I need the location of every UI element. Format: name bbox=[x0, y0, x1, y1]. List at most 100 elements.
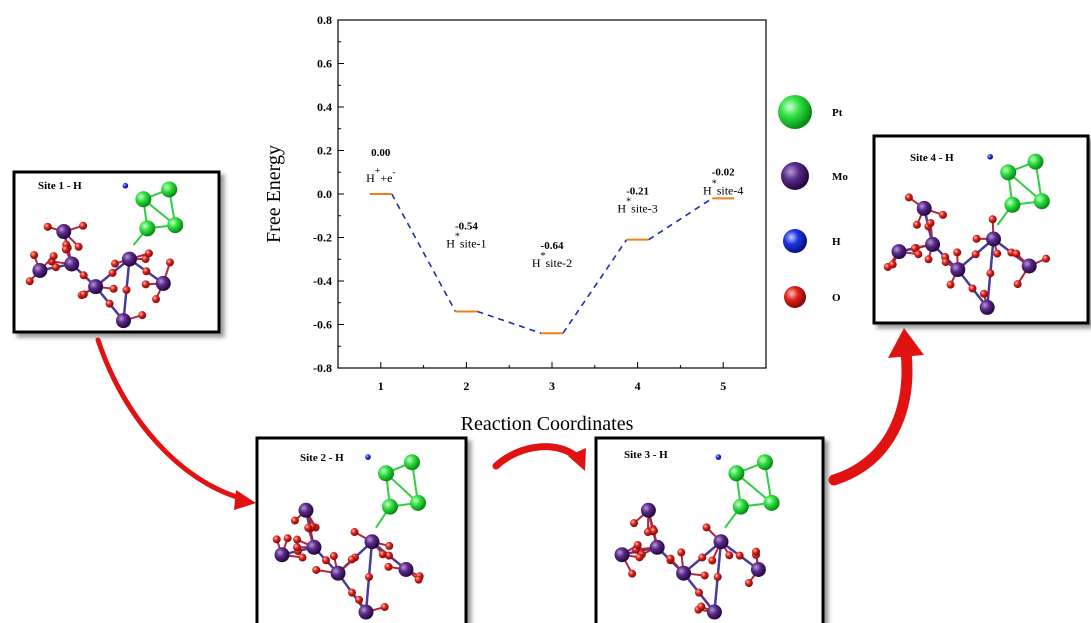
o-atom bbox=[941, 258, 950, 267]
mo-atom bbox=[676, 565, 692, 581]
pt-atom bbox=[732, 498, 749, 515]
legend-label-mo: Mo bbox=[832, 171, 848, 183]
o-atom bbox=[109, 284, 118, 293]
mo-atom bbox=[306, 539, 322, 555]
site-3-structure bbox=[614, 454, 780, 620]
pt-atom bbox=[135, 191, 152, 208]
o-atom bbox=[122, 285, 131, 294]
y-tick-label: -0.8 bbox=[313, 361, 332, 375]
y-axis-title: Free Energy bbox=[263, 145, 285, 243]
x-tick-label: 3 bbox=[549, 379, 555, 393]
site-2-panel: Site 2 - H bbox=[255, 436, 468, 623]
energy-connector bbox=[477, 310, 542, 334]
o-atom bbox=[643, 527, 652, 536]
state-label-main: H bbox=[366, 171, 375, 185]
o-atom bbox=[384, 562, 393, 571]
mo-atom bbox=[121, 251, 137, 267]
o-atom bbox=[628, 569, 637, 578]
site-3-panel: Site 3 - H bbox=[594, 436, 825, 623]
mo-atom bbox=[916, 200, 932, 216]
state-label: H*site-1 bbox=[446, 231, 486, 250]
o-atom bbox=[677, 548, 686, 557]
mo-atom bbox=[706, 604, 722, 620]
energy-connector bbox=[648, 197, 713, 241]
pt-atom bbox=[763, 494, 780, 511]
o-atom bbox=[312, 565, 321, 574]
energy-connector bbox=[562, 239, 628, 334]
transition-arrows bbox=[95, 328, 924, 510]
energy-connector bbox=[391, 193, 457, 312]
o-atom bbox=[946, 280, 955, 289]
o-atom bbox=[953, 248, 962, 257]
o-atom bbox=[329, 552, 338, 561]
energy-series: 0.00H++e--0.54H*site-1 -0.64H*site-2-0.21… bbox=[366, 147, 743, 335]
energy-value-label: -0.54 bbox=[455, 220, 478, 232]
o-atom bbox=[151, 295, 160, 304]
o-atom bbox=[144, 249, 153, 258]
o-atom bbox=[79, 271, 88, 280]
state-label: H++e- bbox=[366, 166, 395, 185]
o-atom bbox=[938, 210, 947, 219]
o-atom bbox=[698, 553, 707, 562]
o-atom bbox=[888, 260, 897, 269]
arrow-head-site2-to-site3 bbox=[568, 448, 586, 471]
mo-atom bbox=[274, 547, 290, 563]
energy-value-label: -0.02 bbox=[712, 166, 735, 178]
pt-atom bbox=[1033, 193, 1050, 210]
y-tick-label: 0.0 bbox=[317, 187, 332, 201]
o-atom bbox=[74, 242, 83, 251]
arrow-head-site3-to-site4 bbox=[888, 328, 924, 358]
o-atom bbox=[347, 555, 356, 564]
site-1-title: Site 1 - H bbox=[38, 180, 82, 192]
o-atom bbox=[914, 250, 923, 259]
state-label-tail-sup: - bbox=[393, 167, 396, 177]
mo-atom bbox=[364, 534, 380, 550]
o-atom bbox=[49, 252, 58, 261]
o-atom bbox=[141, 280, 150, 289]
o-atom bbox=[633, 540, 642, 549]
pt-atom bbox=[1000, 164, 1017, 181]
site-1-panel: Site 1 - H bbox=[12, 170, 221, 334]
arrow-site3-to-site4 bbox=[828, 346, 913, 486]
o-atom bbox=[385, 541, 394, 550]
o-atom bbox=[365, 572, 373, 581]
o-swatch bbox=[784, 286, 806, 308]
o-atom bbox=[111, 259, 120, 268]
h-atom bbox=[987, 154, 993, 160]
y-tick-label: -0.4 bbox=[313, 274, 332, 288]
pt-atom bbox=[161, 181, 178, 198]
pt-atom bbox=[728, 465, 745, 482]
h-atom bbox=[122, 182, 129, 189]
state-label-tail: site-2 bbox=[546, 256, 573, 270]
pt-swatch bbox=[778, 95, 812, 129]
state-label-tail: site-3 bbox=[631, 202, 658, 216]
free-energy-chart: 0.8 0.6 0.4 0.2 0.0 -0.2 -0.4 -0.6 -0.8 1 2 3 4 5 0.… bbox=[263, 13, 767, 435]
o-atom bbox=[1042, 254, 1051, 263]
o-atom bbox=[912, 220, 921, 229]
o-atom bbox=[904, 193, 913, 202]
x-axis-title: Reaction Coordinates bbox=[461, 413, 634, 435]
mo-atom bbox=[64, 256, 80, 272]
energy-value-label: 0.00 bbox=[371, 147, 391, 159]
h-swatch bbox=[783, 229, 807, 253]
mo-atom bbox=[32, 262, 48, 278]
arrow-site2-to-site3 bbox=[492, 443, 582, 470]
y-tick-label: 0.6 bbox=[317, 57, 332, 71]
state-label-sup: * bbox=[712, 178, 717, 189]
mo-atom bbox=[1021, 258, 1037, 274]
o-atom bbox=[138, 311, 147, 320]
o-atom bbox=[752, 547, 761, 556]
o-atom bbox=[108, 268, 117, 277]
mo-atom bbox=[891, 244, 907, 260]
y-tick-label: -0.6 bbox=[313, 318, 332, 332]
state-label-main: H bbox=[703, 183, 712, 197]
o-atom bbox=[350, 528, 359, 537]
o-atom bbox=[1013, 280, 1022, 289]
element-legend: Pt Mo H O bbox=[778, 95, 848, 308]
pt-atom bbox=[1004, 196, 1021, 213]
o-atom bbox=[700, 571, 709, 580]
h-atom bbox=[365, 454, 371, 460]
state-label-sup: * bbox=[541, 251, 546, 262]
o-atom bbox=[725, 551, 734, 560]
o-atom bbox=[630, 519, 639, 528]
